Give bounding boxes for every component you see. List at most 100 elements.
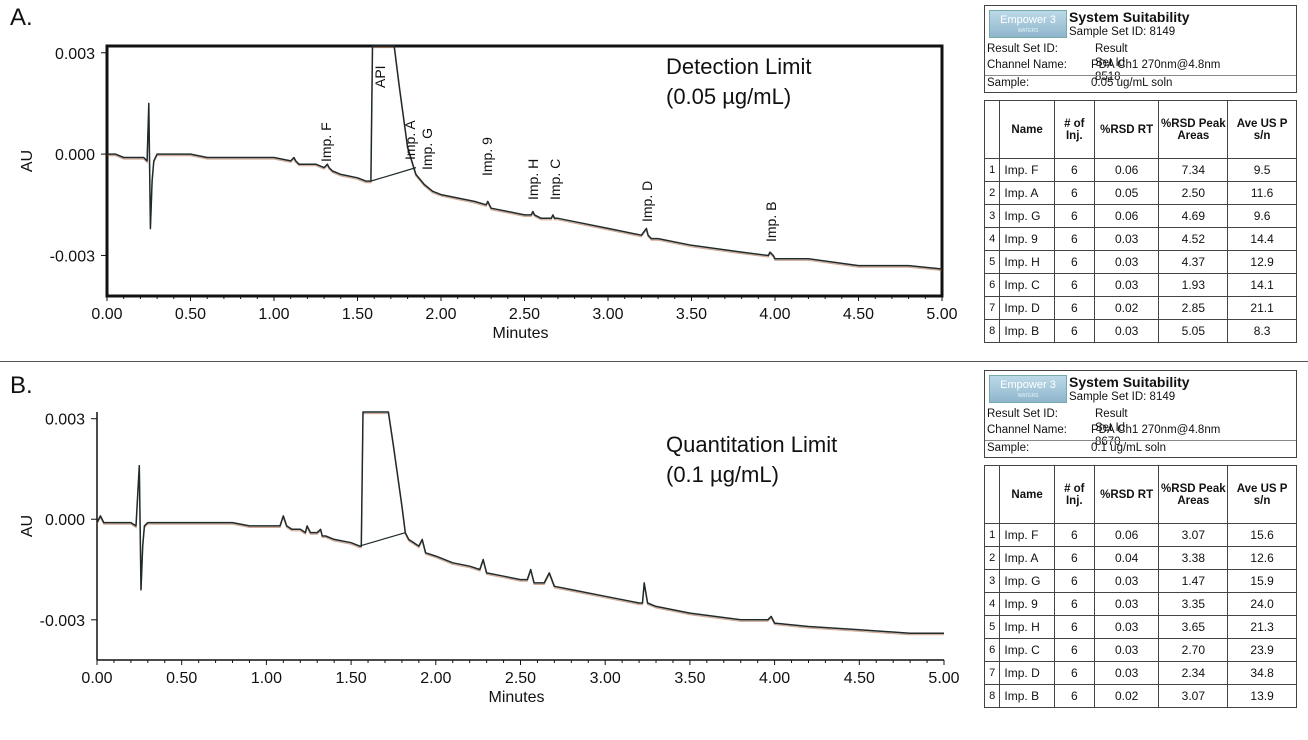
channel-label: Channel Name: <box>987 424 1067 436</box>
sample-value: 0.1 ug/mL soln <box>1091 442 1167 454</box>
table-cell: 6 <box>1053 250 1095 274</box>
table-cell: 4 <box>983 227 1001 251</box>
table-cell: 1.47 <box>1158 569 1229 593</box>
column-header <box>983 100 1001 159</box>
table-cell: 2 <box>983 546 1001 570</box>
integration-baseline <box>359 532 406 547</box>
table-row: 5 Imp. H 6 0.03 3.65 21.3 <box>983 615 1297 639</box>
table-cell: 0.03 <box>1093 638 1160 662</box>
x-tick-label: 0.00 <box>81 670 112 687</box>
table-cell: 0.06 <box>1093 158 1160 182</box>
peak-label: Imp. H <box>525 159 541 200</box>
table-cell: 0.05 <box>1093 181 1160 205</box>
table-cell: 4.69 <box>1158 204 1229 228</box>
table-cell: 0.03 <box>1093 592 1160 616</box>
table-cell: 6 <box>1053 638 1095 662</box>
table-cell: 0.06 <box>1093 523 1160 547</box>
table-cell: Imp. C <box>999 638 1055 662</box>
table-cell: 6 <box>1053 569 1095 593</box>
logo-sub: WATERS <box>1017 28 1039 34</box>
table-cell: 4.37 <box>1158 250 1229 274</box>
table-cell: 0.03 <box>1093 227 1160 251</box>
table-cell: 3.07 <box>1158 523 1229 547</box>
table-cell: 12.9 <box>1227 250 1297 274</box>
y-axis-title: AU <box>19 150 36 172</box>
table-cell: Imp. A <box>999 181 1055 205</box>
empower-logo: Empower 3 WATERS <box>989 10 1067 38</box>
table-cell: 9.5 <box>1227 158 1297 182</box>
table-row: 1 Imp. F 6 0.06 3.07 15.6 <box>983 523 1297 547</box>
x-tick-label: 3.00 <box>592 306 623 323</box>
x-tick-label: 1.50 <box>336 670 367 687</box>
table-cell: 0.03 <box>1093 661 1160 685</box>
table-cell: Imp. A <box>999 546 1055 570</box>
result-set-value: Result Set Id 8518 <box>1095 43 1128 83</box>
table-cell: 0.04 <box>1093 546 1160 570</box>
column-header <box>983 465 1001 524</box>
y-tick-label: -0.003 <box>40 613 85 630</box>
sample-label: Sample: <box>987 77 1030 89</box>
table-cell: Imp. 9 <box>999 592 1055 616</box>
column-header: %RSD Peak Areas <box>1158 100 1229 159</box>
table-row: 3 Imp. G 6 0.06 4.69 9.6 <box>983 204 1297 228</box>
table-row: 2 Imp. A 6 0.05 2.50 11.6 <box>983 181 1297 205</box>
x-axis-title: Minutes <box>488 689 544 706</box>
sample-set-label: Sample Set ID: <box>1069 391 1147 403</box>
table-cell: 4.52 <box>1158 227 1229 251</box>
header-divider <box>985 440 1296 441</box>
x-tick-label: 4.50 <box>844 670 875 687</box>
x-tick-label: 4.00 <box>759 306 790 323</box>
table-cell: 2.70 <box>1158 638 1229 662</box>
table-cell: 2.50 <box>1158 181 1229 205</box>
sample-set-label: Sample Set ID: <box>1069 26 1147 38</box>
suitability-table: Name # of Inj. %RSD RT %RSD Peak Areas Ave U… <box>983 465 1297 708</box>
table-cell: 4 <box>983 592 1001 616</box>
table-row: 7 Imp. D 6 0.02 2.85 21.1 <box>983 296 1297 320</box>
table-cell: 6 <box>1053 296 1095 320</box>
x-tick-label: 1.00 <box>251 670 282 687</box>
channel-value: PDA Ch1 270nm@4.8nm <box>1091 59 1221 71</box>
trace-overlay <box>96 412 944 636</box>
table-cell: Imp. D <box>999 296 1055 320</box>
x-tick-label: 4.50 <box>843 306 874 323</box>
table-cell: 21.1 <box>1227 296 1297 320</box>
x-tick-label: 2.50 <box>509 306 540 323</box>
table-cell: 5.05 <box>1158 319 1229 343</box>
column-header: %RSD RT <box>1093 465 1160 524</box>
x-tick-label: 0.50 <box>175 306 206 323</box>
column-header: Ave US P s/n <box>1227 465 1297 524</box>
table-cell: 0.02 <box>1093 296 1160 320</box>
panel-label: B. <box>10 372 33 399</box>
table-cell: Imp. C <box>999 273 1055 297</box>
table-cell: 0.03 <box>1093 273 1160 297</box>
chromatogram-a: 0.00 0.50 1.00 1.50 2.00 2.50 3.00 3.50 4.00 4.50… <box>19 44 958 342</box>
header-box: Empower 3 WATERS System Suitability Sampl… <box>984 5 1297 93</box>
x-tick-label: 3.50 <box>676 306 707 323</box>
result-set-label: Result Set ID: <box>987 408 1058 420</box>
table-header-row: Name # of Inj. %RSD RT %RSD Peak Areas Ave U… <box>983 465 1297 524</box>
header-divider <box>985 75 1296 76</box>
table-cell: 6 <box>983 273 1001 297</box>
result-set-value: Result Set Id 8670 <box>1095 408 1128 448</box>
table-cell: 1 <box>983 158 1001 182</box>
x-tick-label: 0.00 <box>91 306 122 323</box>
table-cell: 6 <box>1053 592 1095 616</box>
table-cell: 8.3 <box>1227 319 1297 343</box>
table-cell: Imp. F <box>999 158 1055 182</box>
table-cell: 3.38 <box>1158 546 1229 570</box>
integration-baseline <box>370 167 417 182</box>
table-cell: 7.34 <box>1158 158 1229 182</box>
x-tick-label: 1.50 <box>342 306 373 323</box>
table-cell: 0.03 <box>1093 615 1160 639</box>
table-cell: 0.03 <box>1093 569 1160 593</box>
table-cell: Imp. 9 <box>999 227 1055 251</box>
logo-text: Empower 3 <box>1000 379 1056 391</box>
x-tick-label: 0.50 <box>166 670 197 687</box>
limit-annotation: (0.1 µg/mL) <box>666 462 779 487</box>
table-cell: 2.85 <box>1158 296 1229 320</box>
table-cell: 0.03 <box>1093 319 1160 343</box>
table-row: 6 Imp. C 6 0.03 2.70 23.9 <box>983 638 1297 662</box>
x-axis-title: Minutes <box>492 325 548 342</box>
table-cell: 13.9 <box>1227 684 1297 708</box>
table-cell: 8 <box>983 319 1001 343</box>
